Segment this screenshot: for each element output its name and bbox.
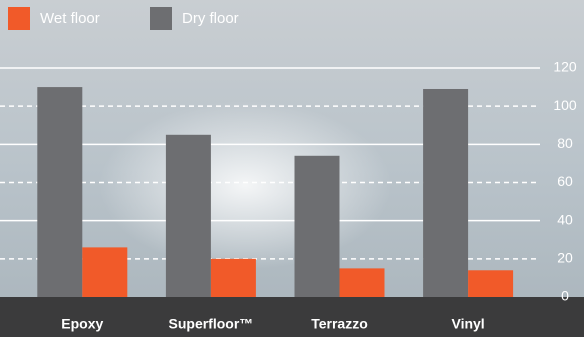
x-tick-label: Epoxy bbox=[61, 316, 103, 332]
y-tick-label: 120 bbox=[553, 59, 577, 75]
bar bbox=[165, 134, 211, 297]
bar bbox=[339, 268, 385, 297]
x-tick-label: Superfloor™ bbox=[169, 316, 254, 332]
y-tick-label: 80 bbox=[557, 135, 573, 151]
y-tick-label: 0 bbox=[561, 288, 569, 304]
bar bbox=[294, 155, 340, 297]
legend-swatch bbox=[8, 7, 30, 30]
bar bbox=[37, 87, 83, 297]
bar bbox=[423, 88, 469, 297]
floor-band bbox=[0, 297, 584, 337]
bar bbox=[210, 258, 256, 297]
bar bbox=[82, 247, 128, 297]
legend-swatch bbox=[150, 7, 172, 30]
bar bbox=[468, 270, 514, 297]
y-tick-label: 40 bbox=[557, 211, 573, 227]
y-tick-label: 100 bbox=[553, 97, 577, 113]
x-tick-label: Vinyl bbox=[451, 316, 484, 332]
legend-label: Dry floor bbox=[182, 10, 239, 27]
legend-label: Wet floor bbox=[40, 10, 100, 27]
x-tick-label: Terrazzo bbox=[311, 316, 368, 332]
y-tick-label: 20 bbox=[557, 250, 573, 266]
y-tick-label: 60 bbox=[557, 173, 573, 189]
